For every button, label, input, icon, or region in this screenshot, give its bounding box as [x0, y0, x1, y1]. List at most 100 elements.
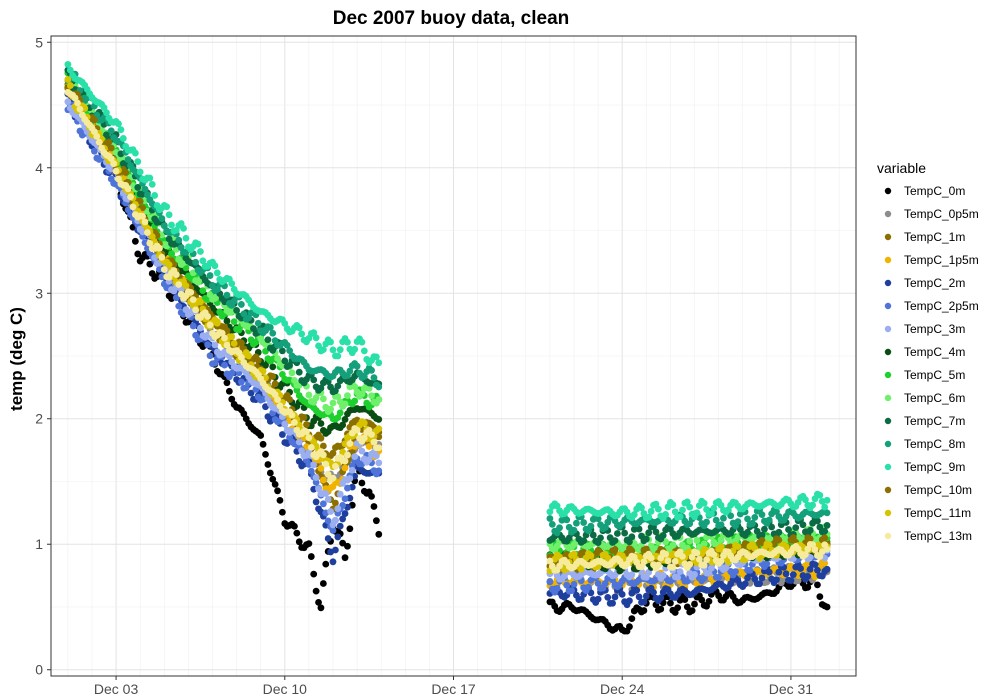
data-point	[823, 565, 831, 573]
data-point	[650, 588, 657, 596]
legend-item: TempC_11m	[884, 506, 971, 520]
data-point	[141, 218, 149, 226]
data-point	[264, 395, 272, 403]
data-point	[809, 501, 817, 509]
data-point	[293, 529, 301, 537]
data-point	[257, 432, 265, 439]
data-point	[372, 517, 380, 525]
data-point	[312, 334, 320, 342]
data-point	[638, 504, 645, 512]
data-point	[346, 440, 354, 448]
data-point	[329, 558, 337, 566]
data-point	[127, 193, 134, 201]
data-point	[556, 524, 563, 532]
data-point	[370, 503, 378, 510]
data-point	[642, 573, 650, 581]
data-point	[151, 192, 159, 199]
data-point	[303, 428, 310, 436]
data-point	[160, 266, 168, 273]
data-point	[341, 495, 349, 503]
data-point	[640, 558, 648, 566]
data-point	[134, 184, 142, 191]
legend-key	[884, 348, 892, 356]
data-point	[775, 528, 783, 536]
data-point	[368, 392, 375, 400]
data-point	[654, 561, 662, 569]
data-point	[341, 440, 349, 448]
data-point	[115, 120, 122, 128]
data-point	[683, 603, 691, 611]
legend-key	[884, 187, 892, 195]
data-point	[238, 378, 245, 386]
data-point	[640, 607, 648, 614]
data-point	[717, 521, 725, 529]
data-point	[821, 559, 829, 567]
data-point	[763, 560, 771, 568]
data-point	[693, 549, 701, 557]
data-point	[146, 174, 154, 182]
data-point	[107, 144, 115, 152]
data-point	[156, 265, 163, 273]
data-point	[654, 505, 662, 513]
legend-item: TempC_7m	[884, 414, 965, 428]
data-point	[611, 546, 619, 553]
data-point	[679, 506, 686, 514]
data-point	[765, 541, 773, 549]
data-point	[189, 322, 197, 330]
data-point	[319, 395, 327, 403]
data-point	[170, 261, 178, 268]
data-point	[758, 574, 766, 582]
data-point	[259, 440, 267, 448]
data-point	[693, 509, 701, 517]
data-point	[768, 523, 776, 531]
data-point	[695, 555, 703, 563]
legend-key	[884, 486, 892, 494]
data-point	[365, 456, 373, 463]
data-point	[341, 457, 349, 465]
data-point	[329, 399, 337, 407]
data-point	[274, 487, 281, 495]
data-point	[238, 301, 245, 308]
data-point	[141, 185, 149, 193]
data-point	[206, 321, 214, 329]
legend-label: TempC_0p5m	[904, 207, 979, 221]
data-point	[816, 593, 824, 601]
data-point	[563, 516, 571, 524]
data-point	[180, 225, 187, 232]
data-point	[797, 565, 804, 572]
data-point	[546, 515, 554, 522]
data-point	[271, 380, 279, 388]
data-point	[315, 342, 322, 350]
data-point	[732, 568, 739, 576]
data-point	[671, 557, 679, 565]
data-point	[814, 581, 821, 589]
data-point	[341, 554, 349, 562]
data-point	[172, 271, 180, 279]
legend-item: TempC_10m	[884, 483, 972, 497]
data-point	[168, 250, 175, 257]
data-point	[317, 604, 325, 612]
y-tick-label: 3	[35, 285, 43, 301]
data-point	[611, 537, 619, 545]
data-point	[271, 480, 279, 488]
data-point	[691, 600, 698, 608]
data-point	[213, 285, 221, 293]
data-point	[707, 564, 715, 572]
legend-label: TempC_13m	[904, 529, 972, 543]
data-point	[119, 135, 127, 142]
data-point	[789, 571, 797, 579]
data-point	[238, 353, 245, 361]
data-point	[329, 527, 337, 534]
data-point	[628, 571, 636, 579]
data-point	[546, 557, 554, 565]
data-point	[332, 516, 339, 524]
y-axis-title: temp (deg C)	[7, 307, 26, 411]
data-point	[182, 282, 190, 290]
legend-item: TempC_2m	[884, 276, 965, 290]
data-point	[375, 359, 383, 367]
data-point	[563, 581, 571, 589]
data-point	[310, 570, 318, 578]
data-point	[642, 535, 650, 543]
data-point	[700, 540, 708, 548]
data-point	[310, 461, 318, 469]
